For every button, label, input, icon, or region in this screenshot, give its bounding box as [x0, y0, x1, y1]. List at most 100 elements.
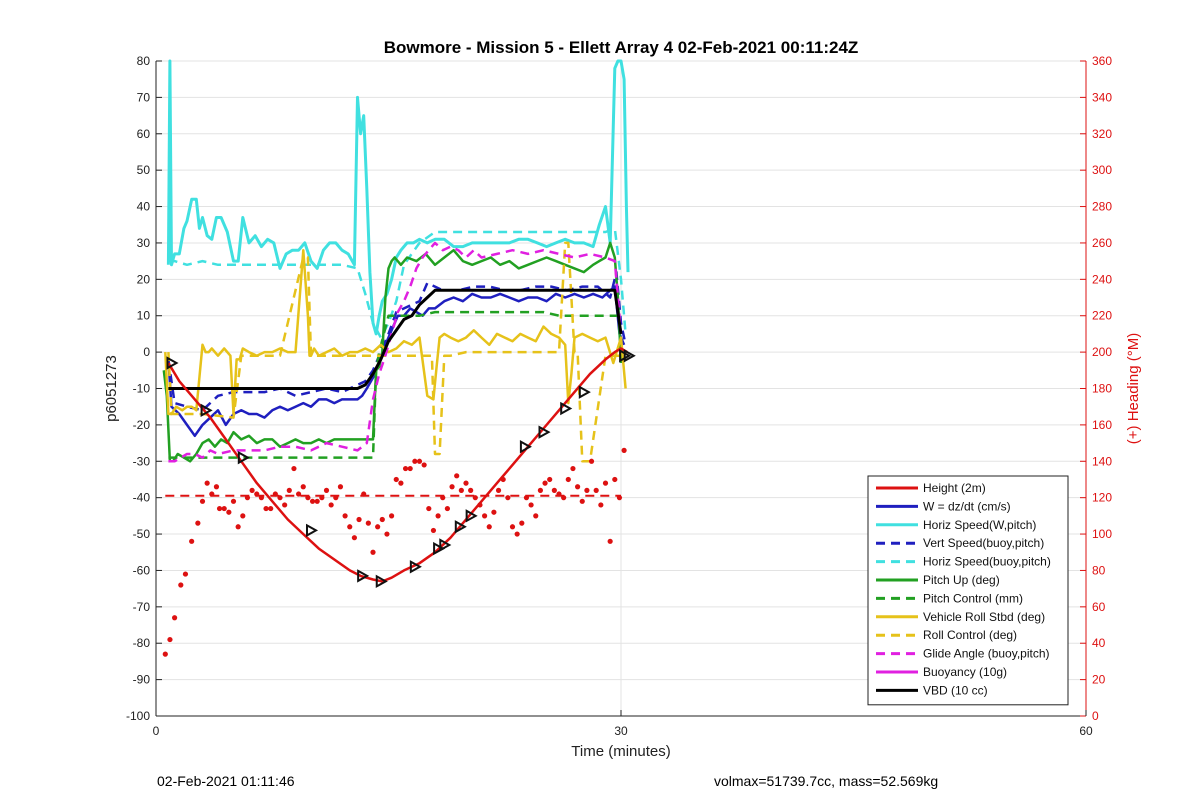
- y2-tick-label: 120: [1092, 491, 1112, 505]
- heading-point: [333, 495, 339, 501]
- y-tick-label: 0: [143, 345, 150, 359]
- heading-point: [319, 495, 325, 501]
- x-tick-label: 30: [614, 724, 628, 738]
- heading-point: [356, 516, 362, 523]
- y2-axis-label: (+) Heading (°M): [1125, 333, 1142, 444]
- y2-tick-label: 240: [1092, 272, 1112, 286]
- y-tick-label: -80: [133, 636, 151, 650]
- heading-point: [584, 487, 590, 493]
- heading-point: [482, 513, 488, 519]
- heading-point: [449, 484, 455, 490]
- heading-point: [533, 513, 539, 519]
- heading-point: [305, 495, 311, 501]
- y-tick-label: -10: [133, 382, 151, 396]
- y-tick-label: -60: [133, 563, 151, 577]
- triangle-marker: [578, 385, 591, 399]
- heading-point: [588, 458, 595, 464]
- y2-tick-label: 40: [1092, 636, 1106, 650]
- heading-point: [328, 502, 334, 508]
- heading-point: [616, 495, 623, 501]
- heading-point: [263, 505, 269, 512]
- series-vehicle-roll-stbd-deg-: [164, 248, 627, 416]
- legend-label: VBD (10 cc): [923, 683, 988, 697]
- legend-label: Horiz Speed(buoy,pitch): [923, 555, 1051, 569]
- y-tick-label: -70: [133, 600, 151, 614]
- heading-point: [612, 476, 618, 483]
- y2-tick-label: 60: [1092, 600, 1106, 614]
- heading-point: [579, 498, 585, 504]
- heading-point: [505, 495, 511, 501]
- legend-label: Glide Angle (buoy,pitch): [923, 647, 1050, 661]
- y2-tick-label: 300: [1092, 163, 1112, 177]
- y2-tick-label: 280: [1092, 200, 1112, 214]
- y-tick-label: -100: [126, 709, 150, 723]
- y-tick-label: -20: [133, 418, 151, 432]
- triangle-marker: [357, 569, 370, 583]
- y2-tick-label: 100: [1092, 527, 1112, 541]
- heading-point: [389, 513, 395, 519]
- heading-point: [393, 476, 399, 483]
- heading-point: [621, 447, 627, 453]
- heading-point: [468, 487, 474, 493]
- triangle-marker: [409, 560, 422, 574]
- y-tick-label: 40: [137, 200, 151, 214]
- heading-point: [537, 487, 544, 493]
- y-tick-label: -40: [133, 491, 151, 505]
- heading-point: [472, 495, 478, 501]
- legend-label: Roll Control (deg): [923, 628, 1017, 642]
- heading-point: [258, 495, 264, 501]
- heading-point: [323, 487, 330, 493]
- heading-point: [240, 513, 246, 519]
- heading-point: [375, 524, 381, 530]
- heading-point: [272, 491, 278, 497]
- heading-point: [277, 495, 283, 501]
- heading-point: [416, 458, 423, 464]
- heading-point: [226, 509, 232, 515]
- heading-point: [500, 476, 506, 483]
- heading-point: [523, 495, 530, 501]
- heading-point: [379, 516, 385, 523]
- heading-point: [162, 651, 168, 657]
- heading-point: [491, 509, 497, 515]
- heading-point: [435, 513, 441, 519]
- heading-point: [213, 484, 220, 490]
- legend-label: Buoyancy (10g): [923, 665, 1007, 679]
- y-tick-label: -50: [133, 527, 151, 541]
- y2-tick-label: 160: [1092, 418, 1112, 432]
- triangle-marker: [375, 574, 388, 589]
- y-tick-label: -90: [133, 673, 151, 687]
- heading-point: [204, 480, 210, 486]
- heading-point: [407, 465, 413, 472]
- heading-point: [235, 524, 241, 530]
- heading-point: [495, 487, 502, 493]
- triangle-marker: [560, 401, 573, 416]
- heading-point: [365, 520, 371, 526]
- heading-point: [463, 480, 469, 486]
- heading-point: [351, 535, 357, 541]
- heading-point: [444, 505, 450, 512]
- heading-point: [430, 527, 437, 534]
- heading-point: [542, 480, 548, 486]
- heading-point: [361, 491, 367, 497]
- heading-point: [598, 502, 604, 508]
- heading-point: [296, 491, 302, 497]
- y2-tick-label: 20: [1092, 673, 1106, 687]
- heading-point: [528, 502, 534, 508]
- legend: Height (2m) W = dz/dt (cm/s) Horiz Speed(W…: [867, 475, 1069, 706]
- heading-point: [314, 498, 320, 504]
- series-roll-control-deg-: [167, 241, 621, 463]
- heading-point: [458, 487, 464, 493]
- footer-timestamp: 02-Feb-2021 01:11:46: [157, 773, 295, 789]
- heading-point: [182, 571, 189, 577]
- legend-label: Vert Speed(buoy,pitch): [923, 536, 1044, 550]
- axes: -100-90-80-70-60-50-40-30-20-10010203040…: [126, 54, 1112, 738]
- heading-point: [556, 491, 562, 497]
- heading-point: [570, 465, 576, 472]
- heading-point: [602, 480, 609, 486]
- heading-point: [440, 495, 446, 501]
- footer-volmax: volmax=51739.7cc, mass=52.569kg: [714, 773, 939, 789]
- triangle-marker: [454, 520, 467, 534]
- heading-point: [454, 473, 460, 479]
- legend-label: Pitch Control (mm): [923, 591, 1023, 605]
- legend-label: Horiz Speed(W,pitch): [923, 518, 1036, 532]
